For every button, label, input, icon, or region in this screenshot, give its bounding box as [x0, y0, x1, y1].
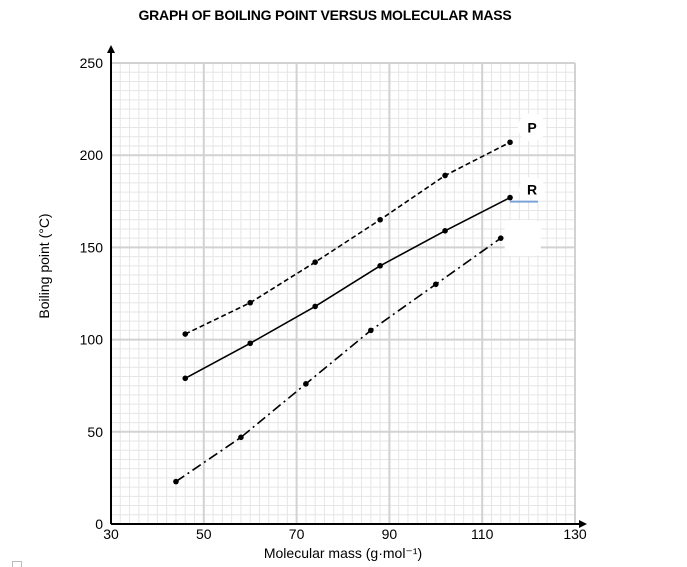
x-tick-label: 110 [471, 526, 494, 542]
minor-grid [111, 63, 575, 524]
label-background [504, 220, 541, 257]
label-background [519, 176, 546, 203]
data-point [507, 139, 513, 146]
data-point [303, 381, 309, 387]
data-point [368, 327, 374, 334]
axes [107, 45, 587, 528]
x-axis-arrow [579, 520, 587, 528]
data-point [377, 263, 383, 269]
series-line-unlabeled [175, 237, 502, 483]
x-tick-label: 50 [196, 526, 212, 542]
series-label-r: R [527, 182, 537, 198]
series-group [173, 139, 513, 485]
data-point [497, 235, 504, 241]
x-tick-label: 70 [289, 526, 305, 542]
data-point [312, 303, 318, 310]
y-tick-label: 100 [80, 332, 104, 348]
y-axis-arrow [107, 45, 115, 53]
series-line-p [184, 141, 511, 335]
data-point [182, 331, 189, 337]
data-point [442, 172, 448, 179]
data-point [173, 478, 179, 485]
y-tick-label: 50 [87, 424, 103, 440]
series-line-r [184, 196, 511, 380]
x-tick-label: 30 [103, 526, 119, 542]
data-point [442, 228, 448, 234]
data-point [247, 299, 253, 306]
x-tick-label: 130 [563, 526, 587, 542]
y-tick-label: 200 [80, 147, 104, 163]
data-point [182, 375, 189, 382]
data-point [433, 281, 439, 288]
chart-title: GRAPH OF BOILING POINT VERSUS MOLECULAR … [138, 7, 512, 23]
data-point [247, 340, 253, 347]
series-labels: PR [504, 113, 547, 257]
x-axis-label: Molecular mass (g·mol⁻¹) [263, 545, 423, 561]
data-point [507, 194, 513, 201]
y-tick-label: 150 [80, 239, 104, 255]
data-point [377, 216, 383, 223]
major-grid [111, 62, 576, 524]
x-tick-label: 90 [382, 526, 398, 542]
y-tick-label: 0 [95, 516, 103, 532]
tick-labels: 30 50 70 90 110 130 0 50 100 150 200 250 [80, 55, 587, 542]
series-label-p: P [527, 119, 536, 135]
y-tick-label: 250 [80, 55, 104, 71]
data-point [312, 259, 318, 265]
corner-artifact [12, 561, 22, 567]
label-background [518, 113, 547, 142]
data-point [238, 434, 244, 441]
